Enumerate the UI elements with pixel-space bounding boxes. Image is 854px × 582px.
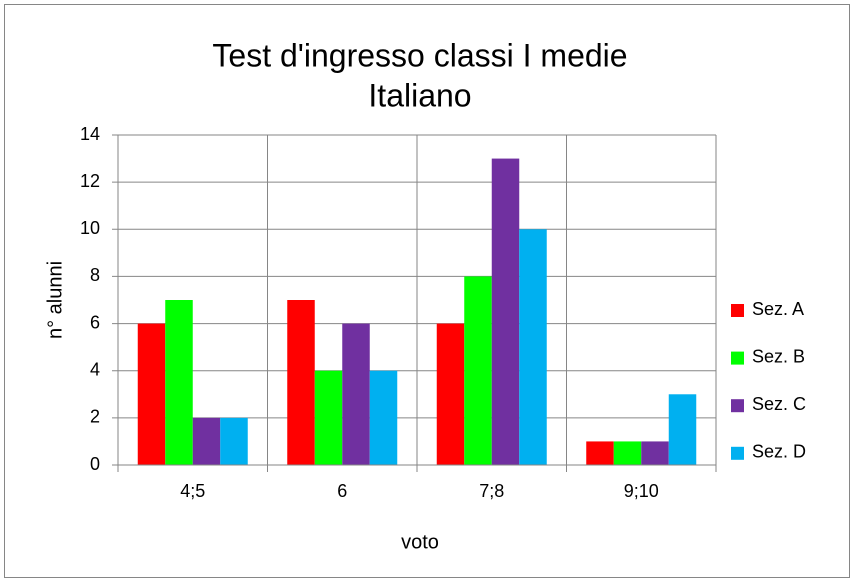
y-tick-label: 8 — [90, 265, 100, 285]
chart-border — [4, 4, 850, 578]
bar — [436, 323, 465, 465]
legend-swatch — [731, 446, 744, 460]
legend-swatch — [731, 304, 744, 317]
legend-label: Sez. C — [752, 394, 806, 414]
legend-swatch — [731, 351, 744, 365]
y-tick-label: 0 — [90, 454, 100, 474]
legend-label: Sez. A — [752, 299, 804, 319]
bar — [165, 300, 193, 465]
legend-label: Sez. D — [752, 442, 806, 462]
y-tick-label: 12 — [80, 171, 100, 191]
bar — [287, 300, 315, 465]
bar — [342, 323, 370, 465]
y-tick-label: 10 — [80, 218, 100, 238]
bar — [220, 417, 248, 465]
bar — [491, 158, 520, 466]
y-tick-label: 4 — [90, 359, 100, 379]
x-tick-label: 7;8 — [479, 481, 504, 501]
legend-swatch — [731, 399, 744, 413]
legend-label: Sez. B — [752, 346, 805, 366]
x-tick-label: 9;10 — [624, 481, 659, 501]
bar — [192, 417, 221, 465]
x-tick-label: 6 — [337, 481, 347, 501]
bar — [668, 394, 697, 465]
chart-title: Test d'ingresso classi I medie — [212, 37, 627, 73]
bar — [586, 441, 614, 465]
x-axis-label: voto — [401, 531, 439, 553]
bar — [519, 229, 547, 465]
bar — [613, 441, 642, 465]
y-tick-label: 6 — [90, 312, 100, 332]
y-tick-label: 2 — [90, 407, 100, 427]
bar — [369, 370, 398, 465]
chart-title: Italiano — [368, 77, 471, 113]
y-axis-label: n° alunni — [44, 261, 66, 339]
x-tick-label: 4;5 — [180, 481, 205, 501]
bar — [314, 370, 343, 465]
bar — [137, 323, 166, 465]
y-tick-label: 14 — [80, 124, 100, 144]
bar — [464, 276, 492, 465]
bar — [641, 441, 669, 465]
